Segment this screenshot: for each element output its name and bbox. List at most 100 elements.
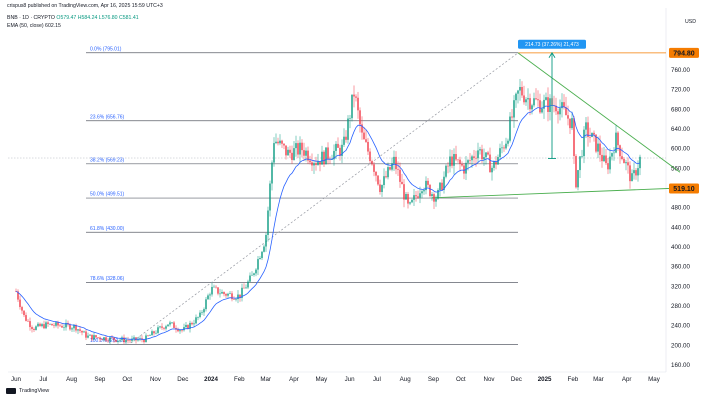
candle-body [621,156,623,159]
candle-body [177,329,179,332]
y-tick-label: 440.00 [671,224,690,231]
resistance-price-tag [669,47,699,58]
x-tick-label: Feb [234,376,245,383]
candle-body [45,322,47,329]
x-tick-label: 2024 [204,376,218,383]
candle-body [187,324,189,329]
candle-body [599,143,601,155]
candle-body [271,162,273,184]
candle-body [519,86,521,91]
candle-body [37,323,39,327]
candle-body [189,322,191,329]
candle-body [511,116,513,118]
candle-body [333,150,335,160]
x-tick-label: Nov [150,376,162,383]
candle-body [347,118,349,140]
candle-body [273,143,275,163]
candle-body [277,141,279,144]
candle-body [17,291,19,300]
candle-body [119,339,121,341]
candle-body [161,326,163,328]
candle-body [303,150,305,156]
candle-body [437,189,439,199]
x-tick-label: Jun [11,376,22,383]
candle-body [557,111,559,115]
candle-body [501,147,503,149]
y-tick-label: 640.00 [671,126,690,133]
candle-body [143,339,145,343]
candle-body [339,147,341,156]
candle-body [369,151,371,162]
x-tick-label: Jun [345,376,356,383]
y-tick-label: 720.00 [671,87,690,94]
resistance-price-tag-text: 794.80 [673,50,695,57]
candle-body [211,286,213,295]
candle-body [49,323,51,325]
x-tick-label: Aug [66,376,78,383]
y-tick-label: 200.00 [671,342,690,349]
candle-body [451,156,453,166]
candle-body [121,337,123,340]
currency-label: USD [685,19,696,25]
candle-body [633,170,635,174]
candle-body [201,312,203,313]
candle-body [459,159,461,164]
candle-body [33,328,35,330]
candle-body [453,154,455,166]
candle-body [625,162,627,164]
candle-body [381,185,383,192]
candle-body [79,329,81,331]
candle-body [447,165,449,167]
candle-body [503,147,505,149]
candle-body [463,165,465,174]
candle-body [285,145,287,156]
candle-body [379,184,381,192]
candle-body [215,286,217,288]
candle-body [493,161,495,168]
candle-body [313,163,315,166]
brand-label: TradingView [19,388,50,394]
candle-body [261,251,263,259]
candle-body [225,294,227,296]
candle-body [217,287,219,294]
candle-body [129,340,131,342]
candle-body [35,326,37,330]
candle-body [477,150,479,159]
candle-body [365,139,367,142]
candle-body [581,156,583,157]
candle-body [509,116,511,141]
candle-body [97,337,99,338]
candle-body [373,164,375,172]
candle-body [41,324,43,327]
candle-body [367,141,369,152]
candle-body [293,148,295,160]
candle-body [609,156,611,170]
candle-body [315,163,317,165]
fib-level-label: 38.2% (569.23) [90,157,125,163]
candle-body [93,335,95,340]
candle-body [639,156,641,169]
x-tick-label: Oct [122,376,132,383]
candle-body [95,335,97,338]
candle-body [39,323,41,327]
candle-body [545,97,547,100]
candle-body [149,335,151,336]
candle-body [411,199,413,203]
candle-body [529,98,531,110]
candle-body [445,165,447,177]
candle-body [75,325,77,331]
candle-body [165,326,167,329]
y-tick-label: 600.00 [671,146,690,153]
y-tick-label: 480.00 [671,205,690,212]
candle-body [461,163,463,166]
candle-body [89,334,91,336]
candle-body [291,152,293,160]
candle-body [485,152,487,158]
candle-body [113,337,115,340]
candle-body [311,162,313,166]
candle-body [499,148,501,158]
candle-body [527,98,529,100]
candle-body [111,337,113,338]
candle-body [539,100,541,113]
